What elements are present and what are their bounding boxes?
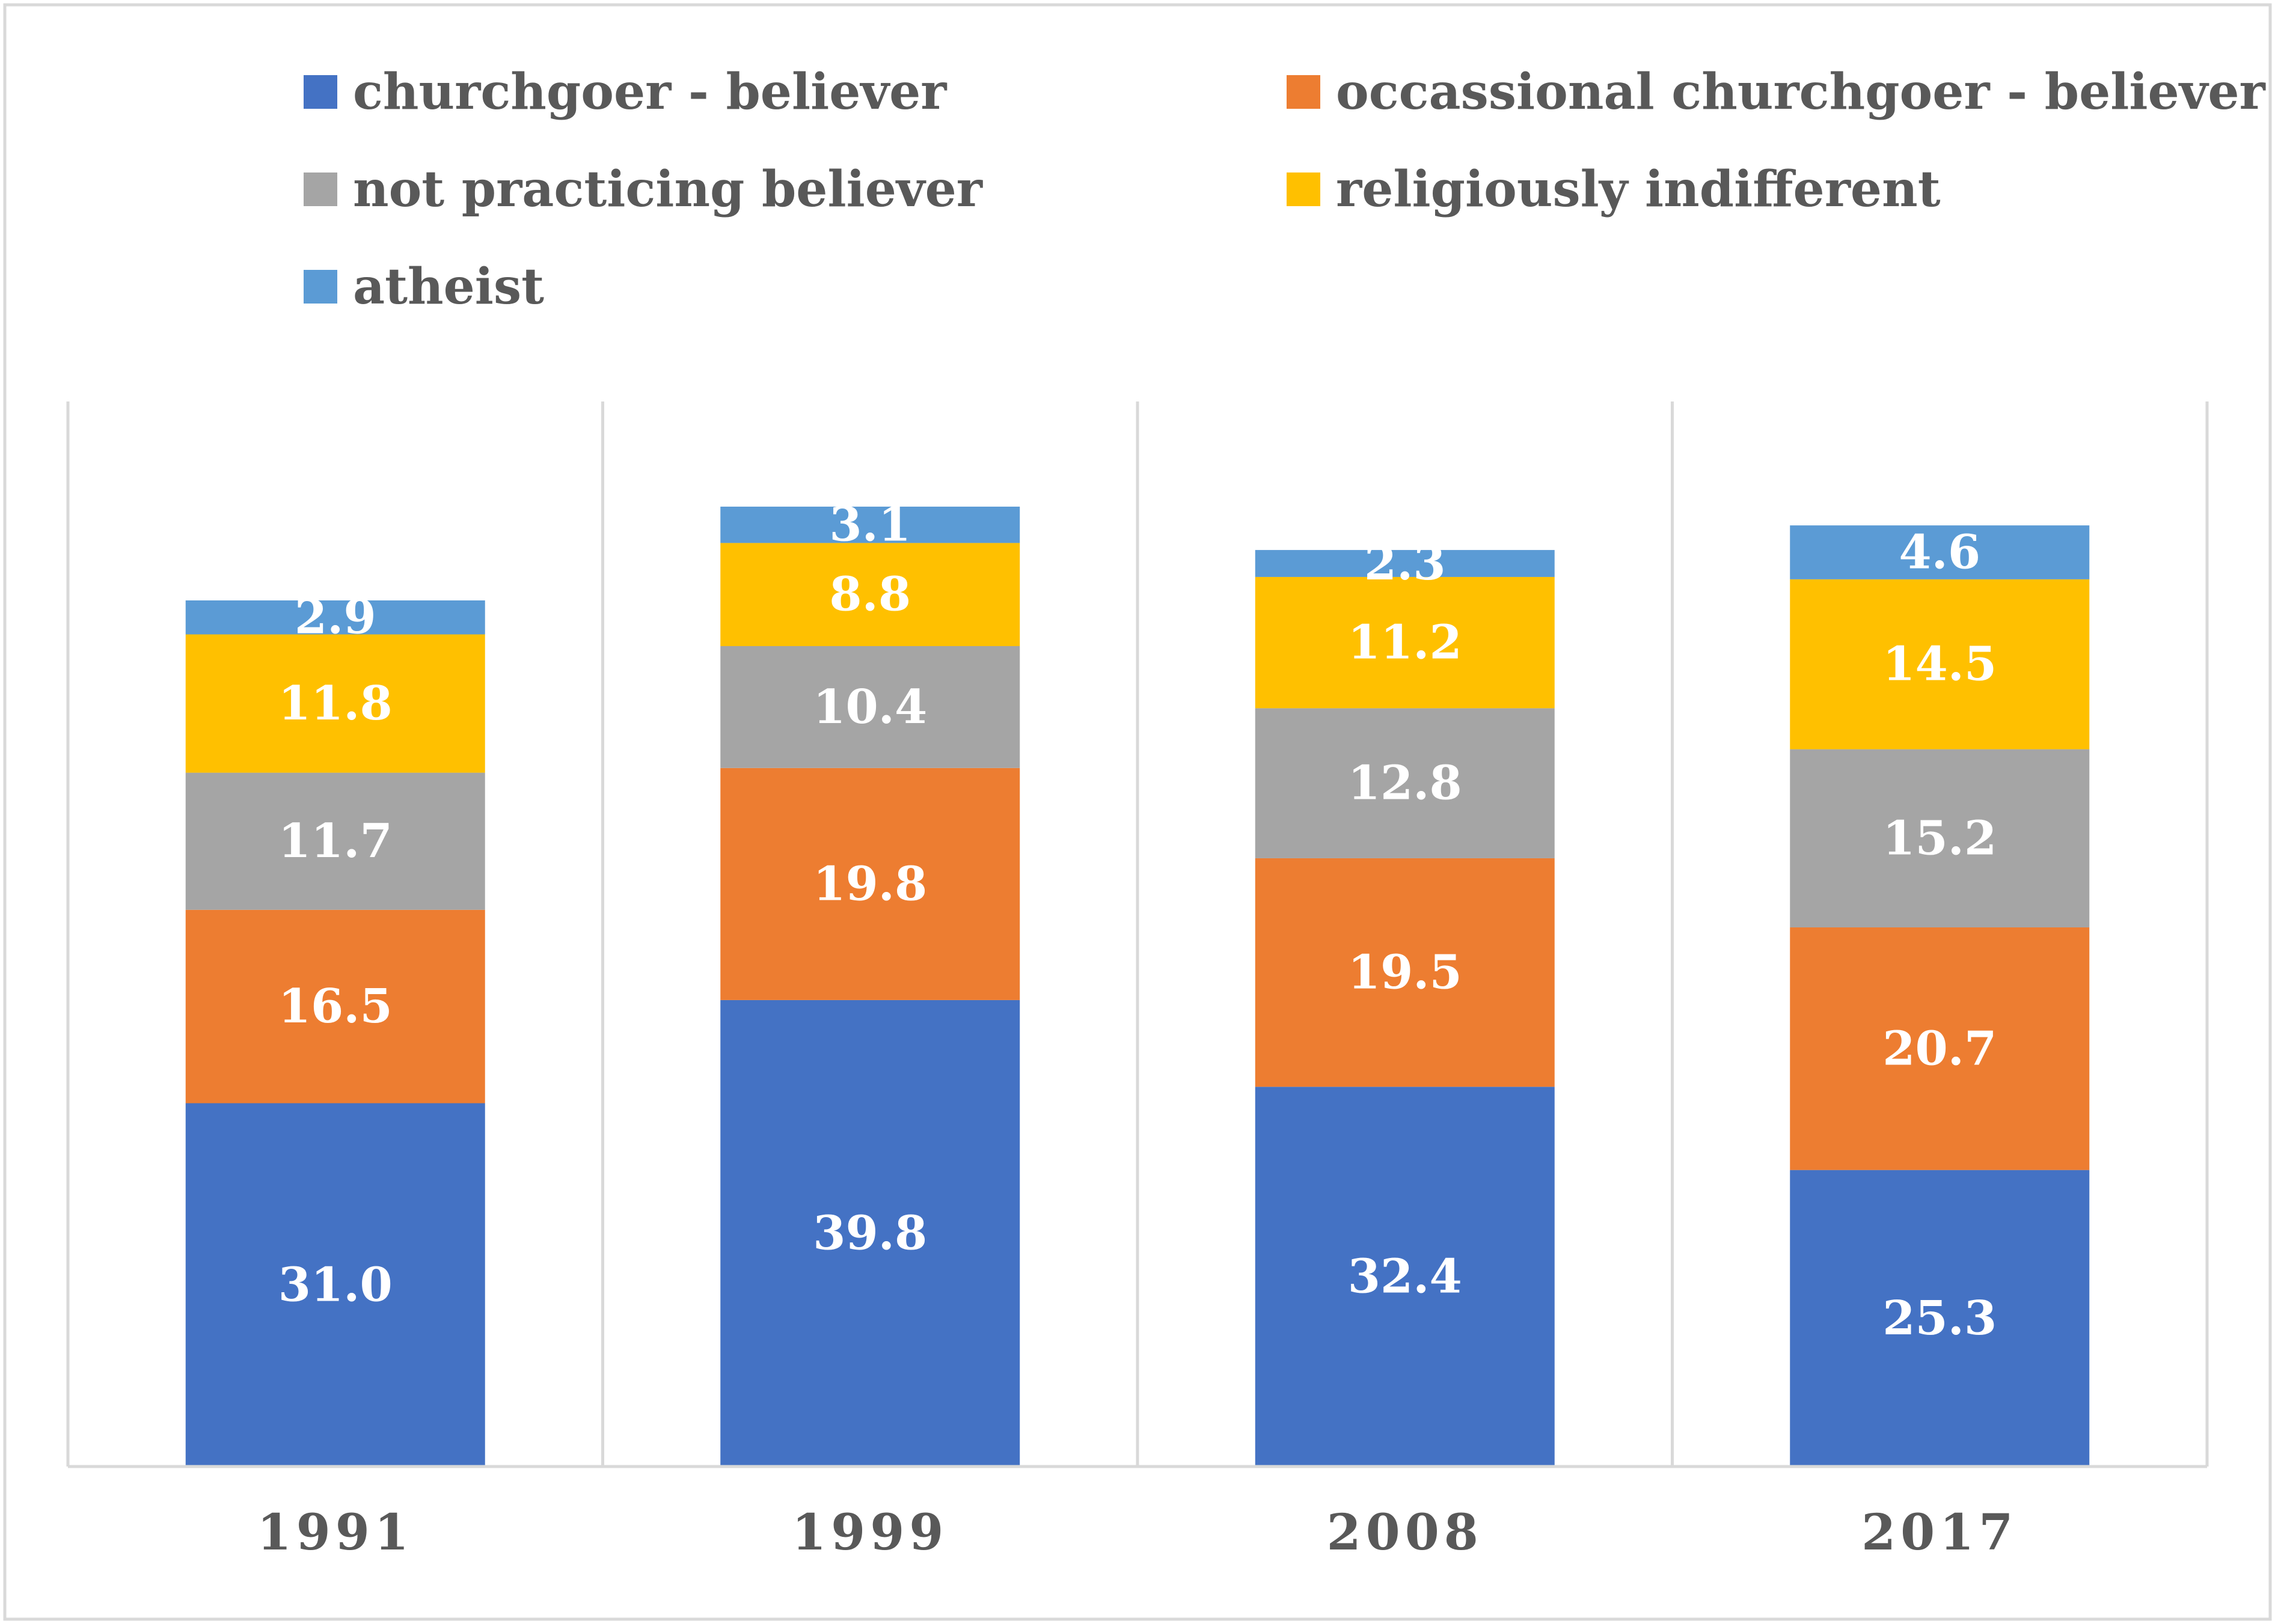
- bars: 31.0 16.5 11.7 11.8 2.9 39.8 19.8 10.4 8.8 3.1 32.…: [185, 498, 2090, 1467]
- data-label-occassional-churchgoer-believer-2008: 19.5: [1348, 945, 1462, 1000]
- legend-label: not practicing believer: [353, 160, 984, 218]
- data-label-atheist-2008: 2.3: [1364, 536, 1446, 591]
- bar-occassional-churchgoer-believer-1999: [720, 768, 1020, 1000]
- bar-stack-1999: 39.8 19.8 10.4 8.8 3.1: [720, 498, 1020, 1467]
- x-axis-ticks: 1991 1999 2008 2017: [257, 1504, 2018, 1561]
- legend-swatch: [1287, 172, 1320, 206]
- legend-label: religiously indifferent: [1336, 160, 1941, 218]
- data-label-religiously-indifferent-1999: 8.8: [829, 567, 911, 622]
- data-label-religiously-indifferent-1991: 11.8: [278, 676, 393, 731]
- data-label-atheist-2017: 4.6: [1899, 525, 1980, 580]
- legend-item-occassional-churchgoer-believer: occassional churchgoer - believer: [1287, 63, 2267, 121]
- bar-religiously-indifferent-1999: [720, 543, 1020, 646]
- legend-swatch: [304, 75, 337, 109]
- bar-churchgoer-believer-1999: [720, 1000, 1020, 1467]
- x-tick-label-1999: 1999: [792, 1504, 948, 1561]
- data-label-religiously-indifferent-2008: 11.2: [1348, 615, 1462, 670]
- data-label-not-practicing-believer-2008: 12.8: [1348, 756, 1462, 811]
- data-label-occassional-churchgoer-believer-1991: 16.5: [278, 979, 393, 1034]
- legend-item-churchgoer-believer: churchgoer - believer: [304, 63, 948, 121]
- bar-atheist-2008: [1255, 550, 1555, 577]
- data-label-churchgoer-believer-1991: 31.0: [278, 1257, 393, 1312]
- legend-label: atheist: [353, 258, 544, 316]
- legend-swatch: [304, 172, 337, 206]
- data-label-not-practicing-believer-2017: 15.2: [1882, 811, 1997, 865]
- bar-not-practicing-believer-2008: [1255, 708, 1555, 858]
- bar-religiously-indifferent-2017: [1790, 579, 2090, 749]
- bar-atheist-2017: [1790, 525, 2090, 579]
- data-label-churchgoer-believer-1999: 39.8: [813, 1206, 927, 1260]
- data-label-churchgoer-believer-2017: 25.3: [1882, 1291, 1997, 1346]
- bar-not-practicing-believer-1999: [720, 646, 1020, 768]
- bar-not-practicing-believer-2017: [1790, 749, 2090, 927]
- data-label-occassional-churchgoer-believer-1999: 19.8: [813, 856, 927, 911]
- bar-stack-1991: 31.0 16.5 11.7 11.8 2.9: [185, 590, 485, 1467]
- data-label-not-practicing-believer-1991: 11.7: [278, 814, 393, 868]
- legend-swatch: [1287, 75, 1320, 109]
- bar-religiously-indifferent-2008: [1255, 576, 1555, 709]
- data-label-occassional-churchgoer-believer-2017: 20.7: [1882, 1021, 1997, 1076]
- bar-atheist-1999: [720, 506, 1020, 543]
- legend-label: churchgoer - believer: [353, 63, 948, 121]
- x-tick-label-2017: 2017: [1861, 1504, 2018, 1561]
- bar-not-practicing-believer-1991: [185, 772, 485, 910]
- bar-churchgoer-believer-1991: [185, 1103, 485, 1467]
- bar-stack-2017: 25.3 20.7 15.2 14.5 4.6: [1790, 525, 2090, 1467]
- bar-occassional-churchgoer-believer-1991: [185, 909, 485, 1104]
- data-label-religiously-indifferent-2017: 14.5: [1882, 637, 1997, 692]
- bar-stack-2008: 32.4 19.5 12.8 11.2 2.3: [1255, 536, 1555, 1467]
- legend-item-religiously-indifferent: religiously indifferent: [1287, 160, 1941, 218]
- bar-religiously-indifferent-1991: [185, 634, 485, 773]
- x-tick-label-2008: 2008: [1327, 1504, 1483, 1561]
- data-label-atheist-1991: 2.9: [295, 590, 376, 645]
- bar-atheist-1991: [185, 600, 485, 635]
- category-separators: [66, 401, 2209, 1467]
- bar-occassional-churchgoer-believer-2008: [1255, 858, 1555, 1087]
- data-label-not-practicing-believer-1999: 10.4: [813, 680, 927, 734]
- bar-churchgoer-believer-2017: [1790, 1170, 2090, 1467]
- legend-label: occassional churchgoer - believer: [1336, 63, 2267, 121]
- legend-item-not-practicing-believer: not practicing believer: [304, 160, 984, 218]
- legend-swatch: [304, 270, 337, 304]
- data-label-atheist-1999: 3.1: [829, 498, 911, 552]
- legend: churchgoer - believer occassional churchg…: [304, 63, 2267, 316]
- bar-occassional-churchgoer-believer-2017: [1790, 927, 2090, 1170]
- bar-churchgoer-believer-2008: [1255, 1087, 1555, 1467]
- legend-item-atheist: atheist: [304, 258, 544, 316]
- data-label-churchgoer-believer-2008: 32.4: [1348, 1250, 1462, 1304]
- x-tick-label-1991: 1991: [257, 1504, 414, 1561]
